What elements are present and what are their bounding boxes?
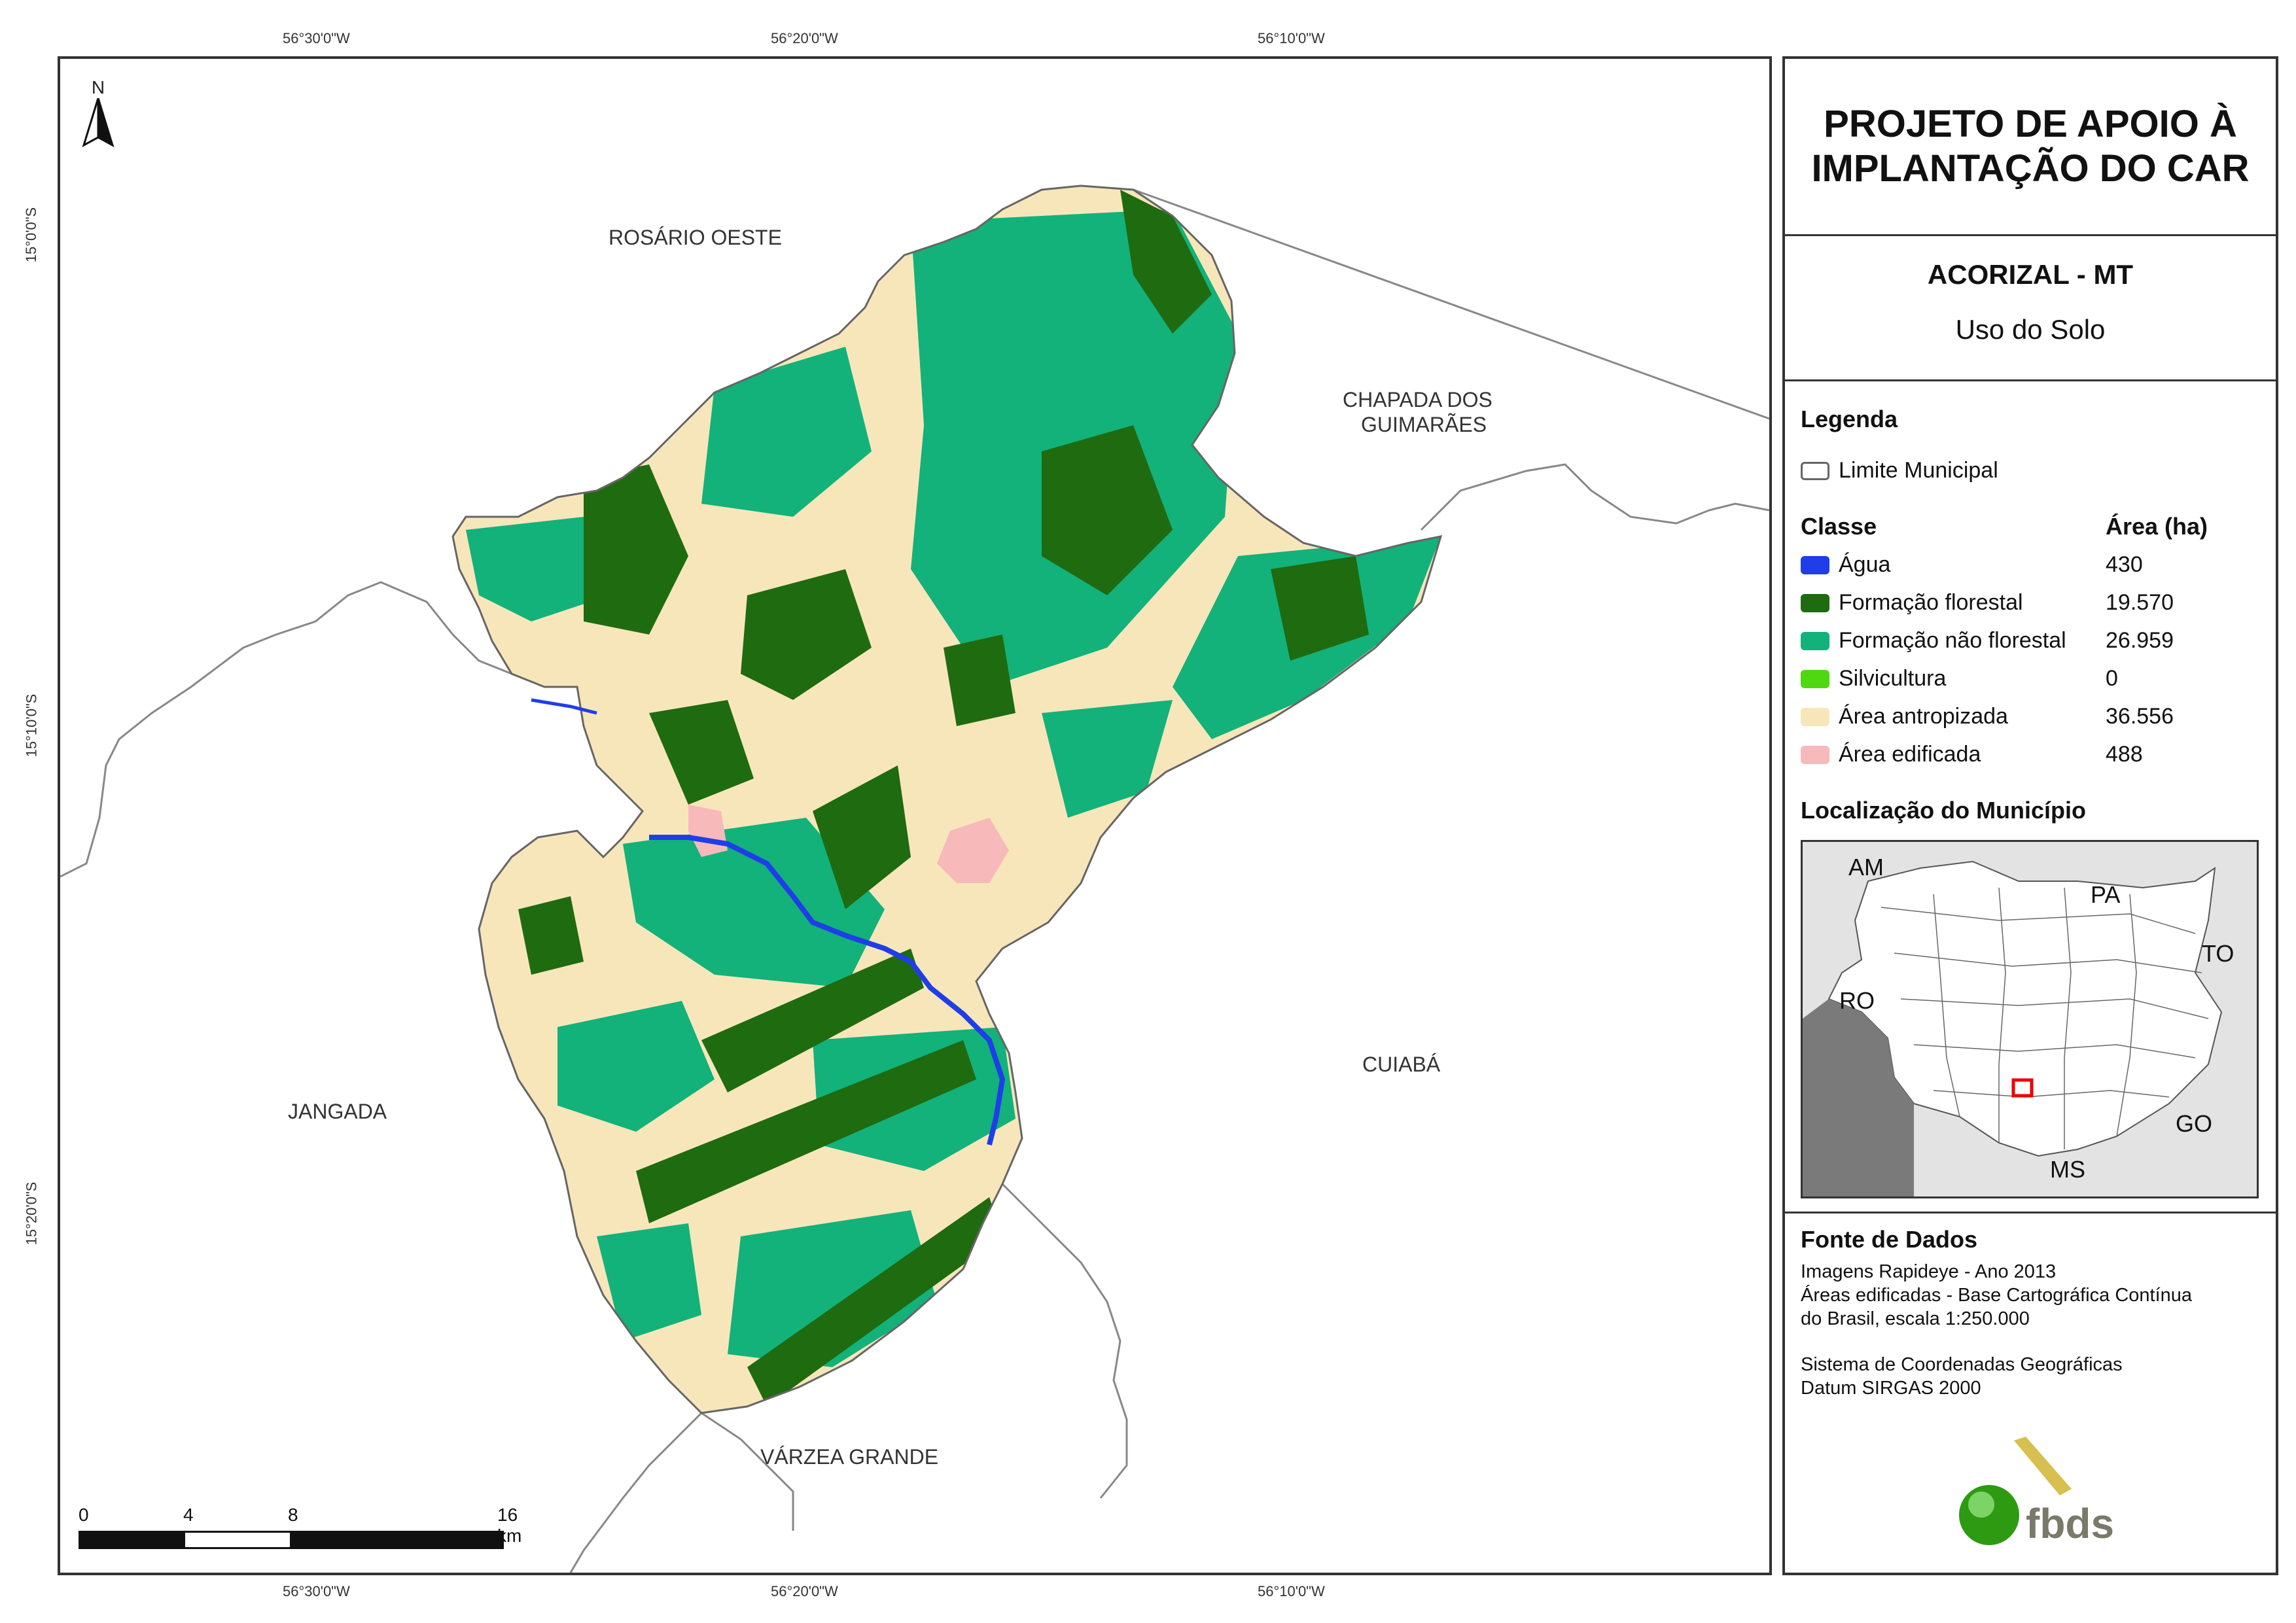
title-line-1: PROJETO DE APOIO À	[1824, 103, 2237, 145]
source-line-5: Datum SIRGAS 2000	[1801, 1378, 1981, 1399]
legend-swatch-formacao-nao-florestal	[1801, 632, 1829, 650]
stream	[531, 698, 597, 715]
area-header: Área (ha)	[2106, 513, 2208, 540]
legend-swatch-area-edificada	[1801, 746, 1829, 764]
state-label-am: AM	[1848, 854, 1884, 881]
boundary-label: Limite Municipal	[1839, 458, 1998, 483]
title-line-2: IMPLANTAÇÃO DO CAR	[1811, 147, 2250, 190]
label-jangada: JANGADA	[288, 1100, 387, 1123]
location-inset-map[interactable]: AM PA TO RO GO MS	[1801, 840, 2259, 1198]
state-label-to: TO	[2202, 940, 2234, 967]
state-label-ro: RO	[1839, 987, 1875, 1014]
legend-swatch-agua	[1801, 556, 1829, 574]
land-use-layer	[453, 186, 1441, 1413]
location-heading: Localização do Município	[1801, 797, 2087, 824]
lat-label-2: 15°10'0"S	[23, 693, 40, 758]
municipality-name: ACORIZAL - MT	[1927, 259, 2134, 290]
north-arrow-icon: N	[79, 77, 118, 154]
boundary-swatch	[1801, 462, 1829, 480]
lon-label-bottom-1: 56°30'0"W	[283, 1583, 350, 1599]
map-subtitle: Uso do Solo	[1955, 314, 2106, 345]
legend-area-agua: 430	[2106, 552, 2143, 577]
municipal-boundary	[451, 184, 1443, 1414]
legend-label-area-edificada: Área edificada	[1839, 742, 1981, 767]
label-chapada-2: GUIMARÃES	[1361, 413, 1487, 436]
map-canvas[interactable]	[60, 59, 1769, 1573]
class-header: Classe	[1801, 513, 1877, 540]
label-cuiaba: CUIABÁ	[1362, 1053, 1441, 1076]
lon-label-top-2: 56°20'0"W	[771, 30, 838, 46]
source-line-4: Sistema de Coordenadas Geográficas	[1801, 1354, 2123, 1375]
legend-area-silvicultura: 0	[2106, 666, 2118, 691]
legend-swatch-formacao-florestal	[1801, 594, 1829, 612]
legend-label-agua: Água	[1839, 552, 1891, 577]
legend-label-formacao-nao-florestal: Formação não florestal	[1839, 628, 2066, 653]
legend-area-area-edificada: 488	[2106, 742, 2143, 767]
state-label-go: GO	[2176, 1110, 2213, 1137]
map-frame: N ROSÁRIO OESTE CHAPADA DOS GUIMARÃES JA…	[58, 56, 1772, 1575]
sources-heading: Fonte de Dados	[1801, 1226, 1978, 1253]
legend-swatch-area-antropizada	[1801, 708, 1829, 726]
label-chapada-1: CHAPADA DOS	[1343, 388, 1492, 411]
info-panel: PROJETO DE APOIO À IMPLANTAÇÃO DO CAR AC…	[1782, 56, 2278, 1575]
river	[649, 835, 1006, 1145]
lon-label-top-1: 56°30'0"W	[283, 30, 350, 46]
state-label-pa: PA	[2091, 881, 2121, 908]
lat-label-1: 15°0'0"S	[23, 207, 40, 263]
lat-label-3: 15°20'0"S	[23, 1181, 40, 1246]
legend-heading: Legenda	[1801, 406, 1898, 432]
fbds-logo: fbds	[1942, 1437, 2138, 1548]
legend-area-area-antropizada: 36.556	[2106, 704, 2174, 729]
source-line-1: Imagens Rapideye - Ano 2013	[1801, 1261, 2057, 1282]
legend-area-formacao-nao-florestal: 26.959	[2106, 628, 2174, 653]
label-varzea-grande: VÁRZEA GRANDE	[760, 1445, 939, 1469]
legend-label-silvicultura: Silvicultura	[1839, 666, 1947, 691]
lon-label-bottom-3: 56°10'0"W	[1258, 1583, 1325, 1599]
lon-label-top-3: 56°10'0"W	[1258, 30, 1325, 46]
state-label-ms: MS	[2050, 1156, 2085, 1183]
source-line-3: do Brasil, escala 1:250.000	[1801, 1308, 2030, 1329]
legend-label-area-antropizada: Área antropizada	[1839, 704, 2008, 729]
legend-label-formacao-florestal: Formação florestal	[1839, 590, 2023, 615]
legend-area-formacao-florestal: 19.570	[2106, 590, 2174, 615]
label-rosario-oeste: ROSÁRIO OESTE	[609, 226, 782, 249]
legend-swatch-silvicultura	[1801, 670, 1829, 688]
lon-label-bottom-2: 56°20'0"W	[771, 1583, 838, 1599]
source-line-2: Áreas edificadas - Base Cartográfica Con…	[1801, 1285, 2193, 1306]
inset-map-canvas	[1803, 860, 2223, 1196]
neighbor-boundaries	[60, 188, 1769, 1573]
location-marker-icon	[2011, 1078, 2034, 1098]
